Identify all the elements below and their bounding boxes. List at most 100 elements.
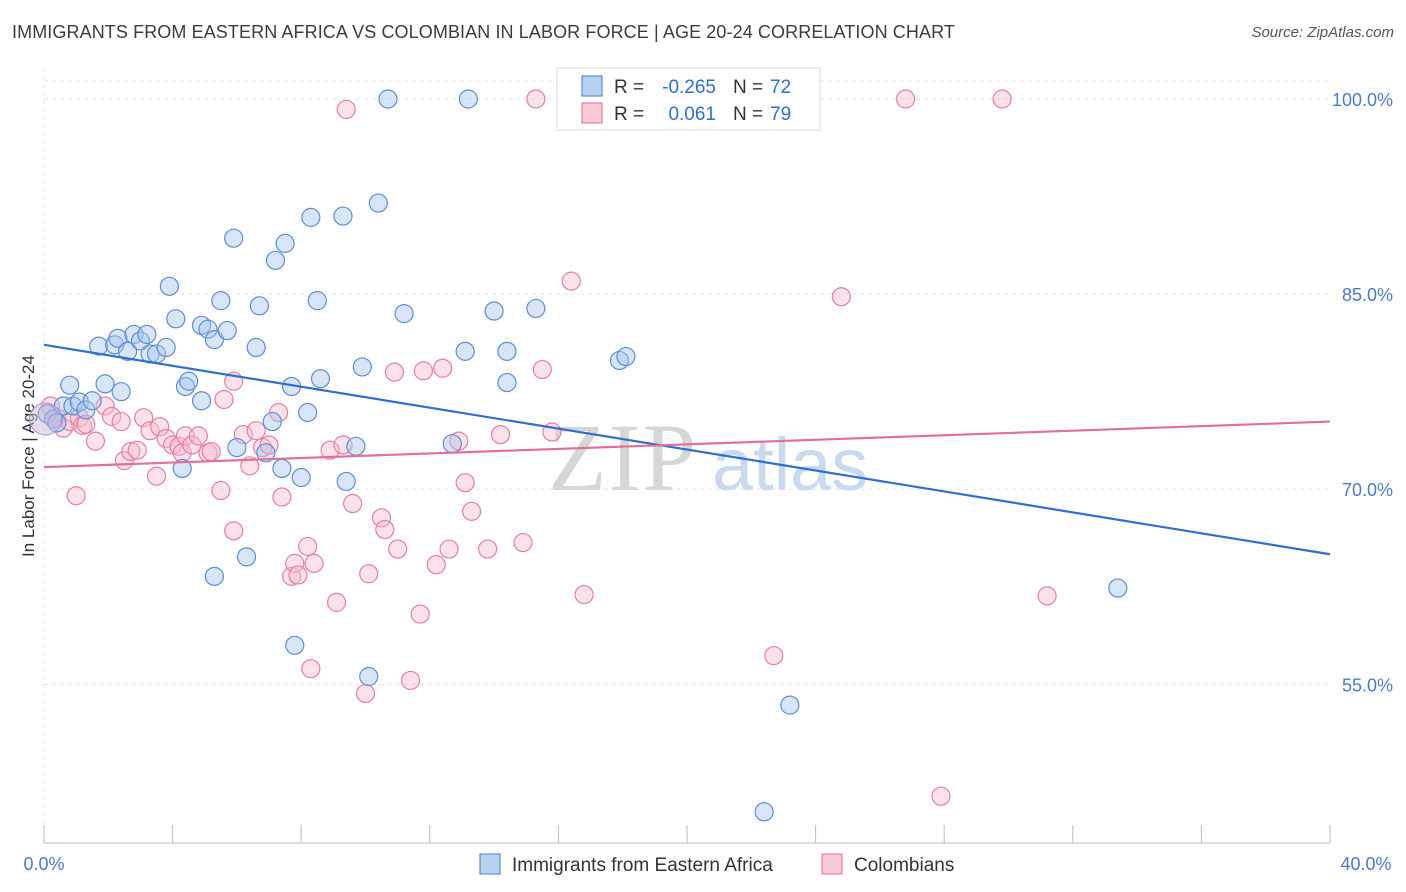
eastern-africa-point-56 bbox=[378, 89, 398, 109]
watermark-zip: ZIP bbox=[548, 404, 698, 511]
watermark-atlas: atlas bbox=[712, 423, 868, 506]
eastern-africa-point-67 bbox=[780, 695, 800, 715]
eastern-africa-point-57 bbox=[394, 304, 414, 324]
colombians-point-65 bbox=[478, 539, 498, 559]
eastern-africa-point-23 bbox=[172, 458, 192, 479]
colombians-point-42 bbox=[298, 536, 318, 557]
colombians-point-10 bbox=[101, 406, 122, 426]
eastern-africa-point-55 bbox=[368, 193, 388, 213]
colombians-point-56 bbox=[400, 670, 421, 691]
legend-r-label-2: R = bbox=[614, 104, 644, 125]
colombians-point-6 bbox=[72, 415, 93, 436]
eastern-africa-point-35 bbox=[236, 547, 257, 567]
colombians-point-68 bbox=[526, 89, 546, 109]
colombians-point-49 bbox=[343, 493, 363, 514]
eastern-africa-point-36 bbox=[246, 337, 266, 358]
chart-title: IMMIGRANTS FROM EASTERN AFRICA VS COLOMB… bbox=[12, 22, 955, 42]
colombians-point-59 bbox=[426, 555, 446, 575]
colombians-point-66 bbox=[490, 424, 511, 445]
x-axis-ticks bbox=[43, 825, 1331, 843]
colombians-point-16 bbox=[140, 421, 160, 441]
colombians-point-8 bbox=[85, 431, 106, 451]
series-legend: Immigrants from Eastern Africa Colombian… bbox=[479, 853, 954, 876]
eastern-africa-point-24 bbox=[175, 376, 196, 397]
trendlines bbox=[43, 343, 1331, 556]
x-tick-label-max: 40.0% bbox=[1340, 854, 1391, 874]
overlap-cluster-point bbox=[29, 402, 63, 436]
colombians-point-11 bbox=[111, 411, 131, 432]
eastern-africa-point-58 bbox=[442, 434, 462, 454]
y-tick-label-70: 70.0% bbox=[1342, 480, 1393, 500]
eastern-africa-point-31 bbox=[211, 291, 231, 311]
colombians-point-41 bbox=[288, 565, 308, 585]
colombians-point-74 bbox=[764, 646, 784, 666]
colombians-point-54 bbox=[384, 362, 405, 382]
colombians-point-38 bbox=[272, 487, 292, 507]
legend-n-label-1: N = bbox=[733, 77, 763, 98]
series-legend-swatch-pink bbox=[821, 853, 843, 875]
eastern-africa-point-33 bbox=[224, 228, 244, 248]
colombians-point-71 bbox=[561, 271, 581, 291]
eastern-africa-point-47 bbox=[301, 207, 321, 227]
eastern-africa-point-52 bbox=[346, 436, 366, 456]
colombians-point-48 bbox=[336, 99, 356, 120]
colombians-point-50 bbox=[355, 683, 376, 704]
eastern-africa-point-34 bbox=[227, 437, 247, 458]
eastern-africa-point-4 bbox=[60, 375, 80, 395]
colombians-point-79 bbox=[1037, 586, 1057, 606]
eastern-africa-point-54 bbox=[359, 666, 379, 687]
colombians-point-7 bbox=[76, 414, 96, 434]
eastern-africa-point-22 bbox=[166, 309, 186, 329]
y-tick-label-55: 55.0% bbox=[1342, 675, 1393, 695]
colombians-point-40 bbox=[285, 553, 305, 573]
colombians-point-61 bbox=[439, 539, 459, 559]
colombians-point-53 bbox=[375, 519, 395, 540]
eastern-africa-point-32 bbox=[217, 320, 237, 341]
watermark: ZIP atlas bbox=[548, 404, 868, 511]
eastern-africa-point-63 bbox=[497, 341, 517, 361]
eastern-africa-point-62 bbox=[497, 372, 517, 393]
eastern-africa-point-69 bbox=[1108, 578, 1128, 598]
colombians-point-57 bbox=[410, 604, 430, 624]
colombians-point-43 bbox=[301, 659, 321, 679]
eastern-africa-point-21 bbox=[159, 276, 179, 296]
colombians-point-60 bbox=[433, 358, 453, 378]
colombians-point-18 bbox=[150, 417, 170, 437]
colombians-point-55 bbox=[388, 539, 408, 559]
colombians-point-46 bbox=[326, 592, 347, 612]
colombians-point-69 bbox=[532, 359, 552, 380]
eastern-africa-point-9 bbox=[89, 336, 109, 356]
eastern-africa-point-51 bbox=[336, 471, 356, 492]
series-legend-label-pink: Colombians bbox=[854, 855, 954, 876]
legend-n-label-2: N = bbox=[733, 104, 763, 125]
y-tick-labels: 55.0% 70.0% 85.0% 100.0% bbox=[1332, 90, 1393, 695]
colombians-point-25 bbox=[188, 426, 208, 446]
colombians-point-77 bbox=[931, 786, 951, 806]
eastern-africa-point-68 bbox=[754, 802, 774, 822]
y-axis-label: In Labor Force | Age 20-24 bbox=[19, 355, 38, 557]
series-eastern-africa bbox=[29, 89, 1128, 822]
eastern-africa-point-44 bbox=[285, 635, 305, 655]
eastern-africa-point-17 bbox=[137, 324, 157, 345]
legend-n-value-1: 72 bbox=[770, 77, 791, 98]
trendline-colombians bbox=[43, 420, 1331, 469]
eastern-africa-point-37 bbox=[249, 296, 270, 316]
eastern-africa-point-50 bbox=[333, 206, 353, 226]
colombians-point-67 bbox=[513, 532, 533, 553]
colombians-point-13 bbox=[121, 441, 141, 462]
colombians-point-78 bbox=[992, 89, 1012, 109]
colombians-point-76 bbox=[896, 89, 916, 109]
colombians-point-58 bbox=[413, 361, 433, 381]
eastern-africa-point-59 bbox=[455, 341, 475, 361]
x-tick-label-min: 0.0% bbox=[23, 854, 64, 874]
colombians-point-44 bbox=[304, 553, 324, 573]
eastern-africa-point-26 bbox=[191, 391, 212, 411]
eastern-africa-point-28 bbox=[198, 319, 218, 339]
colombians-point-4 bbox=[66, 486, 86, 506]
eastern-africa-point-10 bbox=[95, 374, 115, 394]
eastern-africa-point-53 bbox=[352, 357, 372, 377]
colombians-point-17 bbox=[146, 466, 167, 486]
colombians-point-72 bbox=[574, 584, 594, 605]
eastern-africa-point-45 bbox=[291, 467, 311, 488]
